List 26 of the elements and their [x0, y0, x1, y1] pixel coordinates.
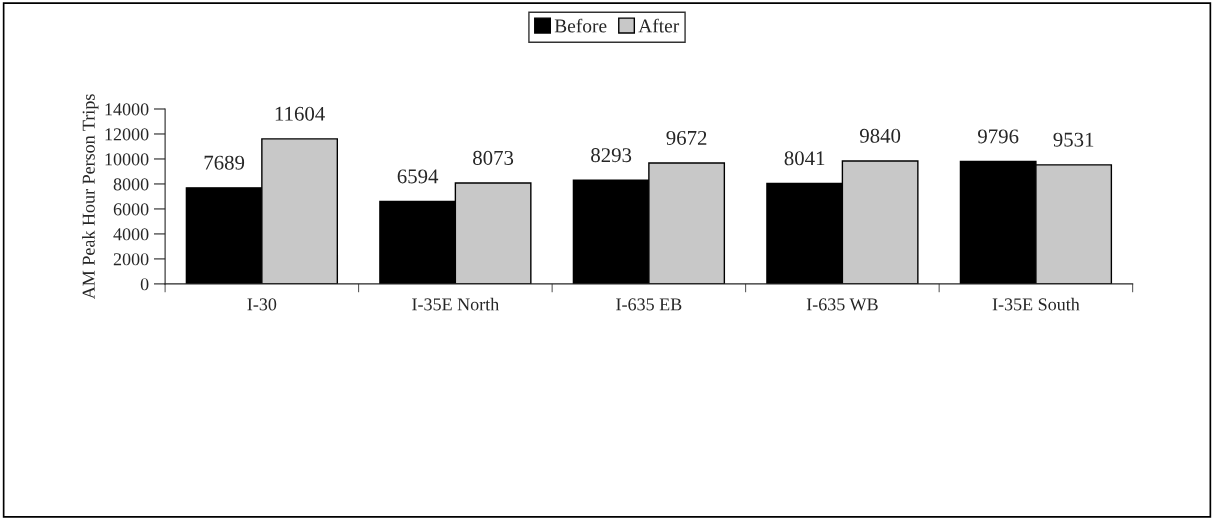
- data-label: 9672: [666, 130, 707, 145]
- y-tick-label: 6000: [113, 203, 149, 216]
- x-tick-label: I-635 EB: [616, 298, 682, 311]
- y-tick-label: 10000: [105, 153, 149, 166]
- data-label: 11604: [275, 106, 325, 121]
- data-label: 9840: [859, 128, 901, 143]
- data-label: 7689: [204, 155, 245, 170]
- x-tick-label: I-35E North: [412, 297, 500, 311]
- legend-label: After: [638, 18, 680, 33]
- y-tick-label: 8000: [113, 178, 149, 191]
- y-axis-title: AM Peak Hour Person Trips: [82, 94, 99, 300]
- data-label: 9796: [978, 129, 1019, 144]
- data-label: 9531: [1053, 132, 1094, 147]
- y-tick-label: 4000: [113, 228, 149, 241]
- x-tick-label: I-30: [247, 298, 277, 311]
- data-label: 8073: [473, 150, 514, 165]
- data-label: 8041: [784, 151, 825, 166]
- legend-label: Before: [554, 18, 607, 33]
- y-tick-label: 0: [140, 278, 149, 291]
- y-tick-label: 12000: [105, 128, 149, 141]
- data-label: 6594: [397, 169, 439, 184]
- y-tick-label: 14000: [105, 103, 149, 116]
- x-tick-label: I-635 WB: [806, 298, 878, 311]
- x-tick-label: I-35E South: [992, 297, 1080, 311]
- data-label: 8293: [591, 148, 632, 163]
- y-tick-label: 2000: [113, 253, 149, 266]
